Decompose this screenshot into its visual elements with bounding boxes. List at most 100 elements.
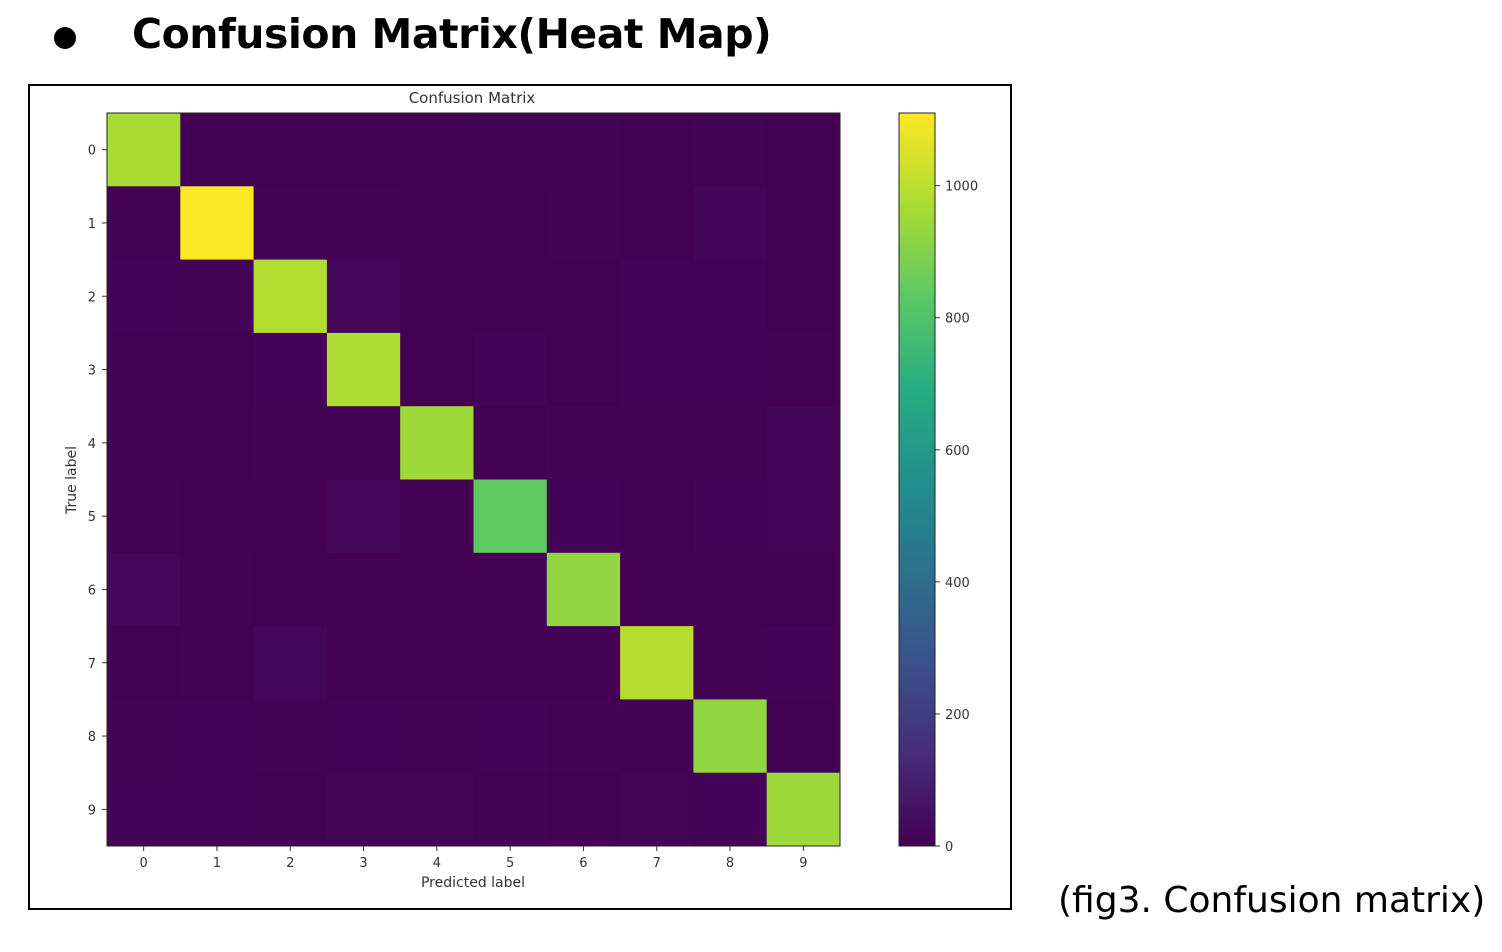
- heatmap-cell: [253, 772, 328, 847]
- heatmap-cell: [107, 259, 181, 334]
- heatmap-cell: [473, 699, 548, 774]
- heatmap-cell: [253, 113, 328, 187]
- y-tick-label: 1: [88, 217, 96, 232]
- colorbar-tick-label: 1000: [945, 180, 978, 195]
- x-tick-label: 7: [653, 856, 661, 871]
- heatmap-cell: [766, 626, 841, 700]
- heatmap-cell: [326, 259, 401, 334]
- heatmap-cell: [326, 406, 401, 480]
- heatmap-cell: [546, 113, 621, 187]
- colorbar-tick-label: 0: [945, 840, 953, 855]
- heatmap-cell: [546, 479, 621, 554]
- heatmap-cell: [326, 186, 401, 261]
- heatmap-cell: [180, 772, 255, 847]
- heatmap-cell: [693, 626, 768, 700]
- heatmap-cell: [253, 479, 328, 554]
- heatmap-cell: [620, 186, 694, 261]
- heatmap-cell: [693, 406, 768, 480]
- heatmap-cell: [107, 699, 181, 774]
- heatmap-cell: [620, 479, 694, 554]
- heatmap-cell: [766, 332, 841, 407]
- heatmap-cell: [180, 479, 255, 554]
- heatmap-cell: [693, 332, 768, 407]
- heatmap-cell: [546, 186, 621, 261]
- heatmap-cell: [546, 332, 621, 407]
- heatmap-cell: [766, 479, 841, 554]
- heatmap-cell: [693, 259, 768, 334]
- heatmap-cell: [620, 626, 694, 700]
- heatmap-cell: [107, 626, 181, 700]
- heatmap-cell: [326, 552, 401, 627]
- heatmap-cell: [473, 552, 548, 627]
- figure-caption: (fig3. Confusion matrix): [1058, 880, 1486, 921]
- y-tick-label: 5: [88, 510, 96, 525]
- heatmap-cell: [400, 626, 474, 700]
- heatmap-cell: [400, 406, 474, 480]
- heatmap-cell: [546, 552, 621, 627]
- heatmap-cell: [180, 113, 255, 187]
- heatmap-cell: [620, 332, 694, 407]
- colorbar-tick-label: 400: [945, 576, 970, 591]
- bullet-icon: [54, 27, 76, 49]
- y-tick-label: 9: [88, 803, 96, 818]
- heatmap-cell: [620, 552, 694, 627]
- heatmap-cell: [693, 699, 768, 774]
- heatmap-cell: [107, 113, 181, 187]
- heatmap-cell: [620, 406, 694, 480]
- heatmap-cell: [400, 113, 474, 187]
- heatmap-cell: [766, 772, 841, 847]
- heatmap-cell: [253, 259, 328, 334]
- heatmap-cell: [400, 259, 474, 334]
- y-tick-label: 2: [88, 290, 96, 305]
- heatmap-cell: [326, 332, 401, 407]
- heatmap-cell: [253, 186, 328, 261]
- colorbar-tick-label: 600: [945, 444, 970, 459]
- confusion-matrix-chart: Confusion Matrix 0 1 2 3 4 5 6 7 8 9 0 1 2 3 4 5 6 7 8 9 P…: [64, 89, 978, 891]
- y-tick-label: 8: [88, 730, 96, 745]
- heatmap-cell: [107, 332, 181, 407]
- heatmap-cell: [180, 626, 255, 700]
- heatmap-cell: [326, 699, 401, 774]
- heatmap-cell: [180, 552, 255, 627]
- x-tick-label: 0: [140, 856, 148, 871]
- plot-border: [106, 112, 841, 847]
- heatmap-cell: [180, 406, 255, 480]
- heatmap-cell: [326, 626, 401, 700]
- heatmap-cell: [766, 406, 841, 480]
- heatmap-cell: [546, 406, 621, 480]
- colorbar-tick-label: 800: [945, 312, 970, 327]
- heatmap-cell: [107, 406, 181, 480]
- heatmap-cell: [546, 699, 621, 774]
- heatmap-cell: [693, 479, 768, 554]
- heatmap-cell: [107, 552, 181, 627]
- heatmap-cell: [400, 699, 474, 774]
- heatmap-cell: [107, 479, 181, 554]
- heatmap-cell: [253, 332, 328, 407]
- y-axis-label: True label: [64, 446, 80, 515]
- heatmap-cell: [400, 186, 474, 261]
- heatmap-cell: [253, 552, 328, 627]
- heatmap-cell: [473, 259, 548, 334]
- x-tick-label: 4: [433, 856, 441, 871]
- heatmap-cell: [253, 626, 328, 700]
- heatmap-cell: [180, 699, 255, 774]
- heatmap-cell: [766, 552, 841, 627]
- y-tick-label: 3: [88, 364, 96, 379]
- heatmap-cell: [326, 113, 401, 187]
- y-tick-label: 4: [88, 437, 96, 452]
- heatmap-cell: [473, 113, 548, 187]
- x-tick-label: 8: [726, 856, 734, 871]
- heatmap-cell: [473, 332, 548, 407]
- heatmap-cell: [620, 699, 694, 774]
- heatmap-cell: [766, 186, 841, 261]
- heatmap-cell: [253, 699, 328, 774]
- heatmap-cell: [400, 552, 474, 627]
- x-tick-label: 3: [359, 856, 367, 871]
- x-axis-label: Predicted label: [421, 875, 525, 891]
- heatmap-cell: [693, 113, 768, 187]
- heatmap-cell: [326, 772, 401, 847]
- heatmap-cell: [253, 406, 328, 480]
- page-heading: Confusion Matrix(Heat Map): [132, 10, 772, 58]
- heatmap-cell: [766, 259, 841, 334]
- heatmap-cell: [473, 772, 548, 847]
